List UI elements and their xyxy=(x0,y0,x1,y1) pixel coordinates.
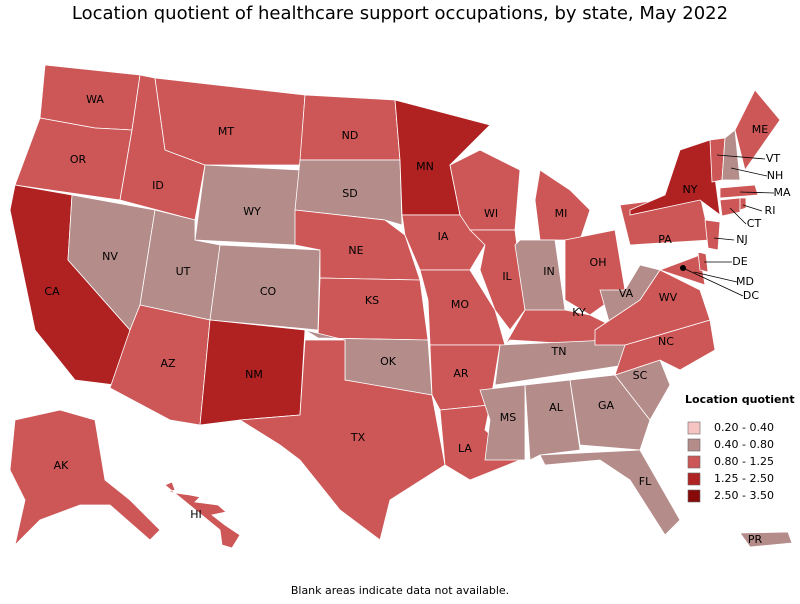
state-label: PR xyxy=(748,533,763,546)
leader-line xyxy=(716,154,766,160)
legend-label: 1.25 - 2.50 xyxy=(714,472,774,485)
state-label: GA xyxy=(598,399,615,412)
state-label: RI xyxy=(765,204,776,217)
states xyxy=(9,64,793,549)
state xyxy=(594,269,711,346)
leader-line xyxy=(742,204,763,212)
legend-swatch xyxy=(687,421,701,435)
state-label: OH xyxy=(590,256,607,269)
state-label: TX xyxy=(350,431,366,444)
state-label: SD xyxy=(342,187,357,200)
state-label: MS xyxy=(500,411,516,424)
state-label: IA xyxy=(438,230,449,243)
state-labels: WA OR CA NV ID MT WY UT CO AZ NM ND SD NE KS OK TX MN IA MO… xyxy=(44,93,791,546)
state xyxy=(539,449,681,536)
state-label: FL xyxy=(639,475,652,488)
state-label: AL xyxy=(549,401,564,414)
state-label: NJ xyxy=(736,233,747,246)
state-label: MO xyxy=(451,298,469,311)
map-title: Location quotient of healthcare support … xyxy=(72,3,728,24)
state-label: MT xyxy=(218,125,234,138)
state xyxy=(739,197,747,211)
leader-line xyxy=(739,191,775,194)
state xyxy=(719,197,741,217)
legend-label: 0.80 - 1.25 xyxy=(714,455,774,468)
state xyxy=(697,251,709,273)
legend-label: 0.40 - 0.80 xyxy=(714,438,774,451)
state-label: WI xyxy=(484,207,498,220)
state-label: PA xyxy=(658,233,672,246)
state xyxy=(164,481,241,549)
state-label: NC xyxy=(658,335,674,348)
state-label: NH xyxy=(767,169,784,182)
state xyxy=(9,409,161,547)
state-label: NY xyxy=(683,183,698,196)
state-label: SC xyxy=(633,369,648,382)
state-label: TN xyxy=(551,345,567,358)
state-label: OR xyxy=(70,153,87,166)
state-label: AK xyxy=(54,459,70,472)
legend-swatch xyxy=(687,472,701,486)
state xyxy=(739,531,793,548)
state xyxy=(721,129,741,181)
state-label: UT xyxy=(176,265,191,278)
state-label: NV xyxy=(102,250,118,263)
state-label: IL xyxy=(502,270,512,283)
state-label: MD xyxy=(736,275,754,288)
leader-line xyxy=(729,207,747,225)
state xyxy=(317,277,429,341)
state-label: ND xyxy=(342,129,359,142)
state-label: AR xyxy=(453,367,469,380)
state xyxy=(294,159,403,226)
footnote: Blank areas indicate data not available. xyxy=(291,584,509,597)
state xyxy=(154,77,306,166)
state-label: WY xyxy=(243,205,261,218)
state-label: CO xyxy=(260,285,277,298)
legend-swatch xyxy=(687,438,701,452)
leader-line xyxy=(713,237,735,241)
state-label: LA xyxy=(458,442,472,455)
state xyxy=(704,219,721,251)
state-label: ID xyxy=(152,179,164,192)
state-label: NM xyxy=(245,368,263,381)
state-label: DC xyxy=(743,289,759,302)
state-label: NE xyxy=(348,244,363,257)
state xyxy=(719,184,759,199)
state xyxy=(569,374,651,451)
state-label: VA xyxy=(619,287,634,300)
legend-title: Location quotient xyxy=(685,393,795,406)
state xyxy=(479,384,526,461)
legend: 0.20 - 0.40 0.40 - 0.80 0.80 - 1.25 1.25 - … xyxy=(687,421,774,503)
legend-swatch xyxy=(687,455,701,469)
state-label: KY xyxy=(572,306,586,319)
state-label: CA xyxy=(44,285,60,298)
state-label: MA xyxy=(773,186,790,199)
state-label: WA xyxy=(86,93,104,106)
state xyxy=(524,379,581,461)
state-label: HI xyxy=(190,508,202,521)
state-label: KS xyxy=(365,294,379,307)
state xyxy=(504,309,611,346)
state-label: WV xyxy=(659,291,678,304)
state-label: DE xyxy=(732,255,747,268)
legend-label: 0.20 - 0.40 xyxy=(714,421,774,434)
state-label: ME xyxy=(752,123,768,136)
state-label: VT xyxy=(766,152,781,165)
leader-line xyxy=(730,167,768,177)
leader-line xyxy=(682,267,744,297)
state-label: CT xyxy=(747,217,762,230)
state xyxy=(299,94,401,161)
state-label: AZ xyxy=(160,357,176,370)
state xyxy=(534,169,591,241)
state-label: OK xyxy=(380,355,397,368)
state-label: MI xyxy=(555,207,568,220)
state-label: MN xyxy=(416,160,434,173)
legend-swatch xyxy=(687,489,701,503)
legend-label: 2.50 - 3.50 xyxy=(714,489,774,502)
state-label: IN xyxy=(543,265,554,278)
leader-line xyxy=(693,271,738,283)
